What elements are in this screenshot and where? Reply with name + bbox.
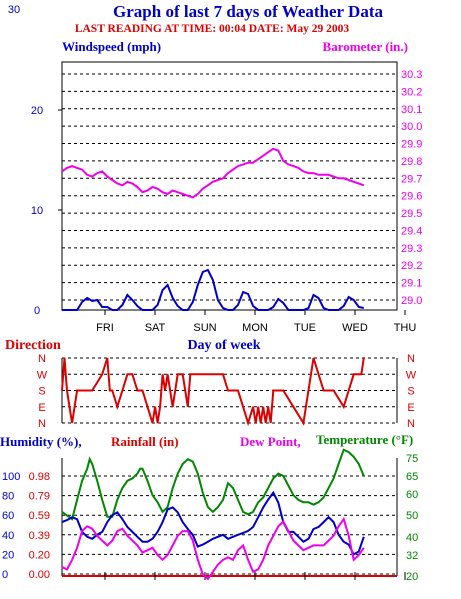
rainfall-tick-label: 0.59 bbox=[29, 510, 50, 522]
legend-rainfall: Rainfall (in) bbox=[111, 434, 179, 449]
day-tick-label: TUE bbox=[294, 322, 316, 334]
baro-tick-label: 30.0 bbox=[401, 121, 422, 133]
direction-tick-right: W bbox=[406, 369, 417, 381]
direction-tick-right: N bbox=[407, 418, 415, 430]
temperature-tick-label: 20 bbox=[406, 571, 418, 583]
rainfall-tick-label: 0.98 bbox=[29, 471, 50, 483]
temperature-tick-label: 75 bbox=[406, 453, 418, 465]
baro-tick-label: 30.2 bbox=[401, 86, 422, 98]
humidity-tick-label: 20 bbox=[2, 549, 14, 561]
x-axis-label: Day of week bbox=[187, 338, 260, 353]
temperature-tick-label: 50 bbox=[406, 510, 418, 522]
barometer-line bbox=[61, 147, 365, 199]
legend-temperature: Temperature (°F) bbox=[316, 432, 413, 447]
day-tick-label: FRI bbox=[96, 322, 114, 334]
temperature-tick-label: 32 bbox=[406, 550, 418, 562]
direction-tick-left: N bbox=[38, 418, 46, 430]
humidity-tick-label: 80 bbox=[2, 491, 14, 503]
baro-tick-label: 29.2 bbox=[401, 260, 422, 272]
baro-tick-label: 30.3 bbox=[401, 69, 422, 81]
baro-tick-label: 29.7 bbox=[401, 173, 422, 185]
direction-tick-right: S bbox=[407, 386, 414, 398]
direction-tick-right: E bbox=[407, 402, 414, 414]
day-tick-label: SUN bbox=[193, 322, 216, 334]
rainfall-tick-label: 0.79 bbox=[29, 491, 50, 503]
chart-title: Graph of last 7 days of Weather Data bbox=[113, 2, 383, 21]
direction-tick-left: E bbox=[38, 402, 45, 414]
direction-line bbox=[61, 357, 365, 427]
direction-tick-left: N bbox=[38, 353, 46, 365]
legend-dewpoint: Dew Point, bbox=[240, 434, 301, 449]
temperature-tick-label: 60 bbox=[406, 489, 418, 501]
day-tick-label: THU bbox=[394, 322, 417, 334]
direction-tick-left: S bbox=[38, 386, 45, 398]
direction-label: Direction bbox=[5, 338, 61, 353]
legend-humidity: Humidity (%), bbox=[0, 434, 82, 449]
left-axis-label: Windspeed (mph) bbox=[62, 39, 161, 54]
humidity-tick-label: 40 bbox=[2, 530, 14, 542]
humidity-tick-label: 100 bbox=[2, 471, 20, 483]
chart-subtitle: LAST READING AT TIME: 00:04 DATE: May 29… bbox=[75, 23, 350, 35]
rainfall-tick-label: 0.39 bbox=[29, 530, 50, 542]
humidity-line bbox=[61, 490, 365, 556]
day-tick-label: SAT bbox=[145, 322, 166, 334]
wind-tick-30: 30 bbox=[8, 4, 20, 16]
right-axis-label: Barometer (in.) bbox=[323, 39, 408, 54]
temperature-tick-label: 40 bbox=[406, 532, 418, 544]
wind-tick-10: 10 bbox=[31, 205, 43, 217]
baro-tick-label: 29.0 bbox=[401, 295, 422, 307]
baro-tick-label: 30.1 bbox=[401, 104, 422, 116]
baro-tick-label: 29.5 bbox=[401, 208, 422, 220]
humidity-tick-label: 60 bbox=[2, 510, 14, 522]
rainfall-tick-label: 0.00 bbox=[29, 569, 50, 581]
windspeed-line bbox=[62, 268, 364, 311]
panel1-frame bbox=[61, 61, 398, 311]
baro-tick-label: 29.8 bbox=[401, 156, 422, 168]
day-tick-label: MON bbox=[242, 322, 268, 334]
baro-tick-label: 29.4 bbox=[401, 225, 422, 237]
direction-tick-left: W bbox=[37, 369, 48, 381]
baro-tick-label: 29.6 bbox=[401, 191, 422, 203]
wind-tick-20: 20 bbox=[31, 105, 43, 117]
baro-tick-label: 29.3 bbox=[401, 243, 422, 255]
rainfall-tick-label: 0.20 bbox=[29, 549, 50, 561]
direction-tick-right: N bbox=[407, 353, 415, 365]
temperature-tick-label: 65 bbox=[406, 471, 418, 483]
baro-tick-label: 29.1 bbox=[401, 278, 422, 290]
humidity-tick-label: 0 bbox=[2, 569, 8, 581]
wind-tick-0: 0 bbox=[34, 305, 40, 317]
baro-tick-label: 29.9 bbox=[401, 139, 422, 151]
day-tick-label: WED bbox=[342, 322, 368, 334]
temperature-line bbox=[61, 448, 365, 521]
dewpoint-line bbox=[61, 516, 365, 581]
